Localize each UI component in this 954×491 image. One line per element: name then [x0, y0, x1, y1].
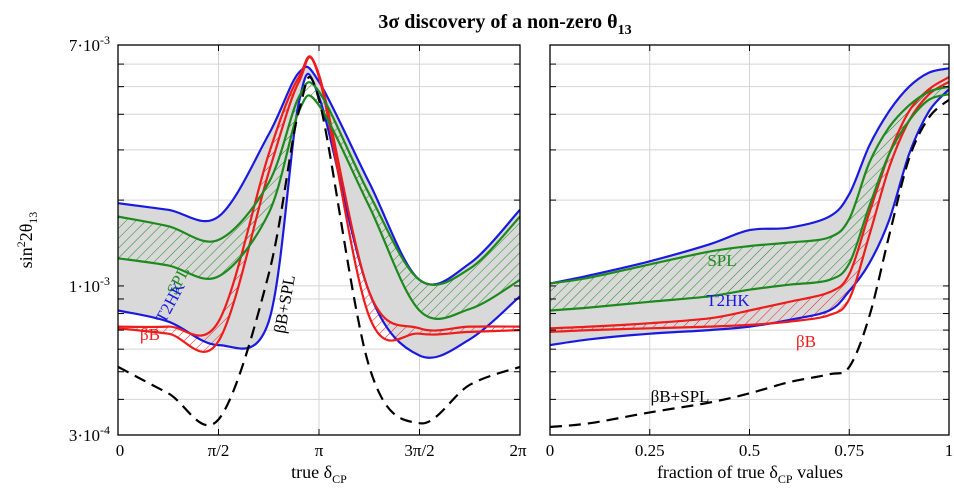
y-axis-label: sin22θ13: [14, 212, 40, 269]
left-xtick-label: π: [315, 441, 324, 460]
right-label-spl: SPL: [707, 251, 736, 270]
left-betab-lower-line: [118, 56, 520, 353]
right-label-betab: βB: [796, 332, 816, 351]
ytick-label: 7·10-3: [69, 33, 110, 55]
left-spl-band: [118, 82, 520, 319]
right-label-combined: βB+SPL: [651, 387, 710, 406]
right-x-axis-label: fraction of true δCP values: [657, 462, 843, 486]
right-spl-upper-line: [550, 85, 949, 285]
ytick-label: 3·10-4: [69, 423, 110, 445]
right-xtick-label: 0.25: [635, 441, 665, 460]
left-label-betab: βB: [140, 325, 160, 344]
left-x-axis-label: true δCP: [291, 462, 347, 486]
right-spl-band: [550, 86, 949, 311]
right-combined-line: [550, 98, 949, 429]
ytick-label: 1·10-3: [69, 274, 110, 296]
left-combined-line: [118, 75, 520, 427]
right-xtick-label: 0.75: [834, 441, 864, 460]
right-label-t2hk: T2HK: [706, 291, 750, 310]
right-t2hk-lower-line: [550, 88, 949, 347]
left-xtick-label: 0: [116, 441, 125, 460]
left-xtick-label: 2π: [509, 441, 527, 460]
right-betab-upper-line: [550, 76, 949, 330]
right-xtick-label: 1: [945, 441, 954, 460]
left-spl-lower-line: [118, 94, 520, 320]
right-plot-area: [550, 67, 949, 429]
right-xtick-label: 0: [546, 441, 555, 460]
left-spl-upper-line: [118, 81, 520, 286]
chart-title: 3σ discovery of a non-zero θ13: [378, 11, 631, 38]
right-panel: 0 0.25 0.5 0.75 1 SPL T2HK βB βB+SPL: [546, 44, 954, 460]
left-t2hk-lower-line: [118, 72, 520, 359]
left-plot-area: [118, 55, 520, 427]
left-xtick-label: π/2: [208, 441, 230, 460]
left-xtick-label: 3π/2: [404, 441, 434, 460]
right-t2hk-upper-line: [550, 67, 949, 285]
right-spl-lower-line: [550, 93, 949, 312]
left-t2hk-upper-line: [118, 65, 520, 286]
right-xtick-label: 0.5: [739, 441, 760, 460]
